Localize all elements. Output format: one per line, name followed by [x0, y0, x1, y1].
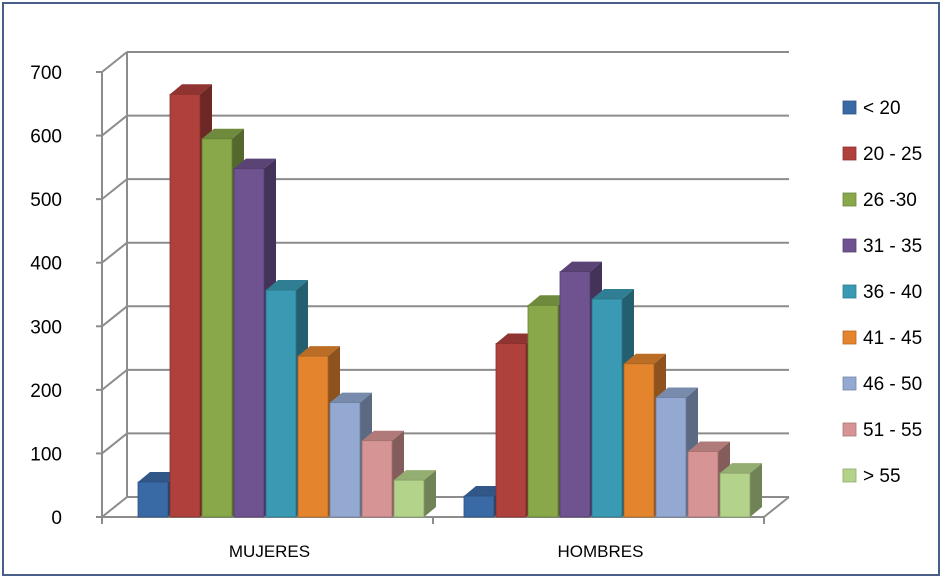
bar: [393, 479, 425, 518]
legend-swatch: [842, 422, 857, 437]
legend-swatch: [842, 100, 857, 115]
bar-top: [560, 261, 602, 272]
bar: [297, 355, 329, 518]
bar-top: [394, 470, 436, 481]
legend-swatch: [842, 284, 857, 299]
category-label: HOMBRES: [558, 542, 644, 561]
bar: [527, 304, 559, 518]
bar-top: [592, 288, 634, 299]
gridline-side: [101, 305, 128, 328]
gridline-side: [101, 369, 128, 391]
bar-top: [624, 353, 666, 364]
gridline-side: [101, 51, 128, 73]
legend-label: < 20: [863, 98, 901, 119]
bar: [591, 298, 623, 518]
legend-label: 46 - 50: [863, 374, 922, 395]
y-tick-label: 600: [30, 127, 62, 148]
legend-swatch: [842, 238, 857, 253]
category-label: MUJERES: [229, 542, 310, 561]
bar-top: [464, 486, 506, 497]
bar: [687, 451, 719, 518]
bar: [559, 271, 591, 518]
bar-top: [266, 280, 308, 291]
legend-swatch: [842, 330, 857, 345]
legend-swatch: [842, 146, 857, 161]
legend-swatch: [842, 468, 857, 483]
bar-top: [202, 128, 244, 139]
bar-top: [170, 84, 212, 95]
bar-top: [720, 463, 762, 474]
gridline-side: [101, 178, 128, 200]
bar: [329, 402, 361, 518]
y-tick-label: 700: [30, 63, 62, 84]
legend-label: 20 - 25: [863, 144, 922, 165]
bar-top: [330, 392, 372, 403]
bar: [463, 495, 495, 518]
gridline-side: [101, 432, 128, 455]
bar-top: [496, 333, 538, 344]
bar: [361, 440, 393, 518]
legend-label: 31 - 35: [863, 236, 922, 257]
y-tick-label: 400: [30, 254, 62, 275]
bar: [719, 472, 751, 518]
y-tick-label: 100: [30, 444, 62, 465]
gridline-side: [101, 496, 128, 518]
legend-label: 26 -30: [863, 190, 917, 211]
gridline-side: [101, 241, 128, 264]
y-tick-label: 300: [30, 317, 62, 338]
bar-top: [234, 158, 276, 169]
bar-top: [688, 441, 730, 452]
legend-label: 51 - 55: [863, 420, 922, 441]
bar: [495, 343, 527, 518]
bar: [265, 289, 297, 518]
y-tick-label: 200: [30, 381, 62, 402]
bar-top: [362, 430, 404, 441]
bar-top: [138, 472, 180, 483]
bar: [137, 481, 169, 518]
bar-top: [528, 295, 570, 306]
bar: [233, 168, 265, 518]
bar-top: [298, 346, 340, 357]
legend-label: 41 - 45: [863, 328, 922, 349]
bar-side: [750, 463, 762, 517]
floor-edge: [763, 496, 790, 518]
bar: [623, 363, 655, 518]
y-tick-label: 0: [51, 508, 62, 529]
bar: [169, 93, 201, 518]
legend-swatch: [842, 192, 857, 207]
legend-label: 36 - 40: [863, 282, 922, 303]
gridline-side: [101, 114, 128, 137]
bar-side: [424, 470, 436, 517]
bar: [655, 397, 687, 518]
y-tick-label: 500: [30, 190, 62, 211]
legend-label: > 55: [863, 466, 901, 487]
legend-swatch: [842, 376, 857, 391]
bar-top: [656, 387, 698, 398]
bar: [201, 138, 233, 518]
